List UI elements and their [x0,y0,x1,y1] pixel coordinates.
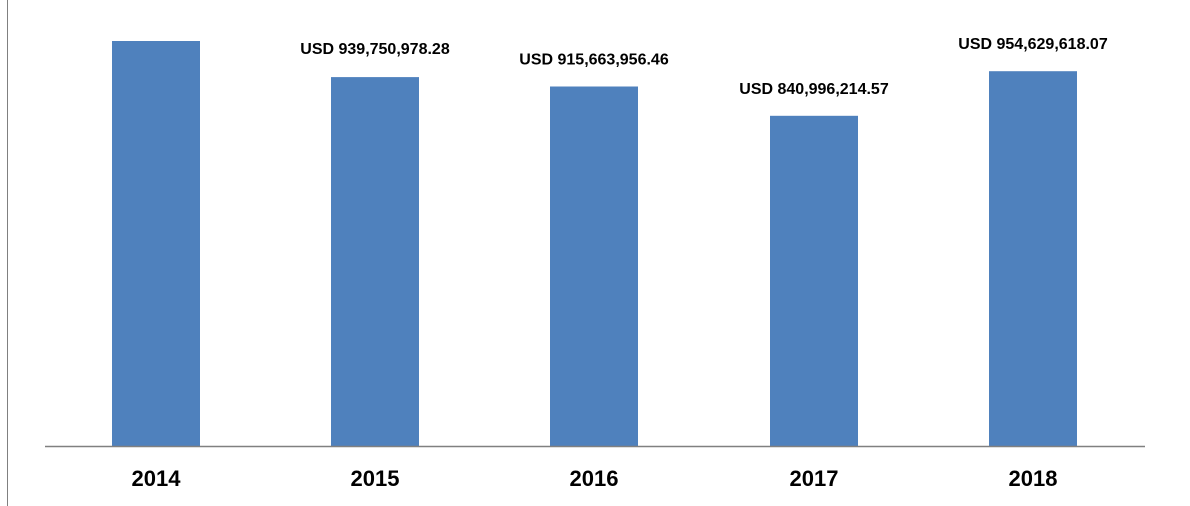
data-label-2015: USD 939,750,978.28 [300,41,450,58]
bar-2017 [770,115,858,447]
bar-2015 [331,77,419,446]
data-label-2018: USD 954,629,618.07 [958,36,1108,53]
x-tick-label-2014: 2014 [132,466,182,491]
x-tick-label-2018: 2018 [1009,466,1058,491]
x-tick-label-2015: 2015 [351,466,400,491]
data-label-2014: USD 1,031,555,234.52 [62,0,225,1]
x-tick-label-2017: 2017 [790,466,839,491]
bar-2018 [989,71,1077,446]
bar-2014 [112,41,200,446]
data-label-2016: USD 915,663,956.46 [519,52,669,69]
data-labels-group: USD 1,031,555,234.52 USD 939,750,978.28 US… [62,0,1108,98]
bar-2016 [550,86,638,446]
bars-group [112,41,1077,447]
x-tick-label-2016: 2016 [570,466,619,491]
data-label-2017: USD 840,996,214.57 [739,81,889,98]
x-tick-labels-group: 2014 2015 2016 2017 2018 [132,466,1058,491]
